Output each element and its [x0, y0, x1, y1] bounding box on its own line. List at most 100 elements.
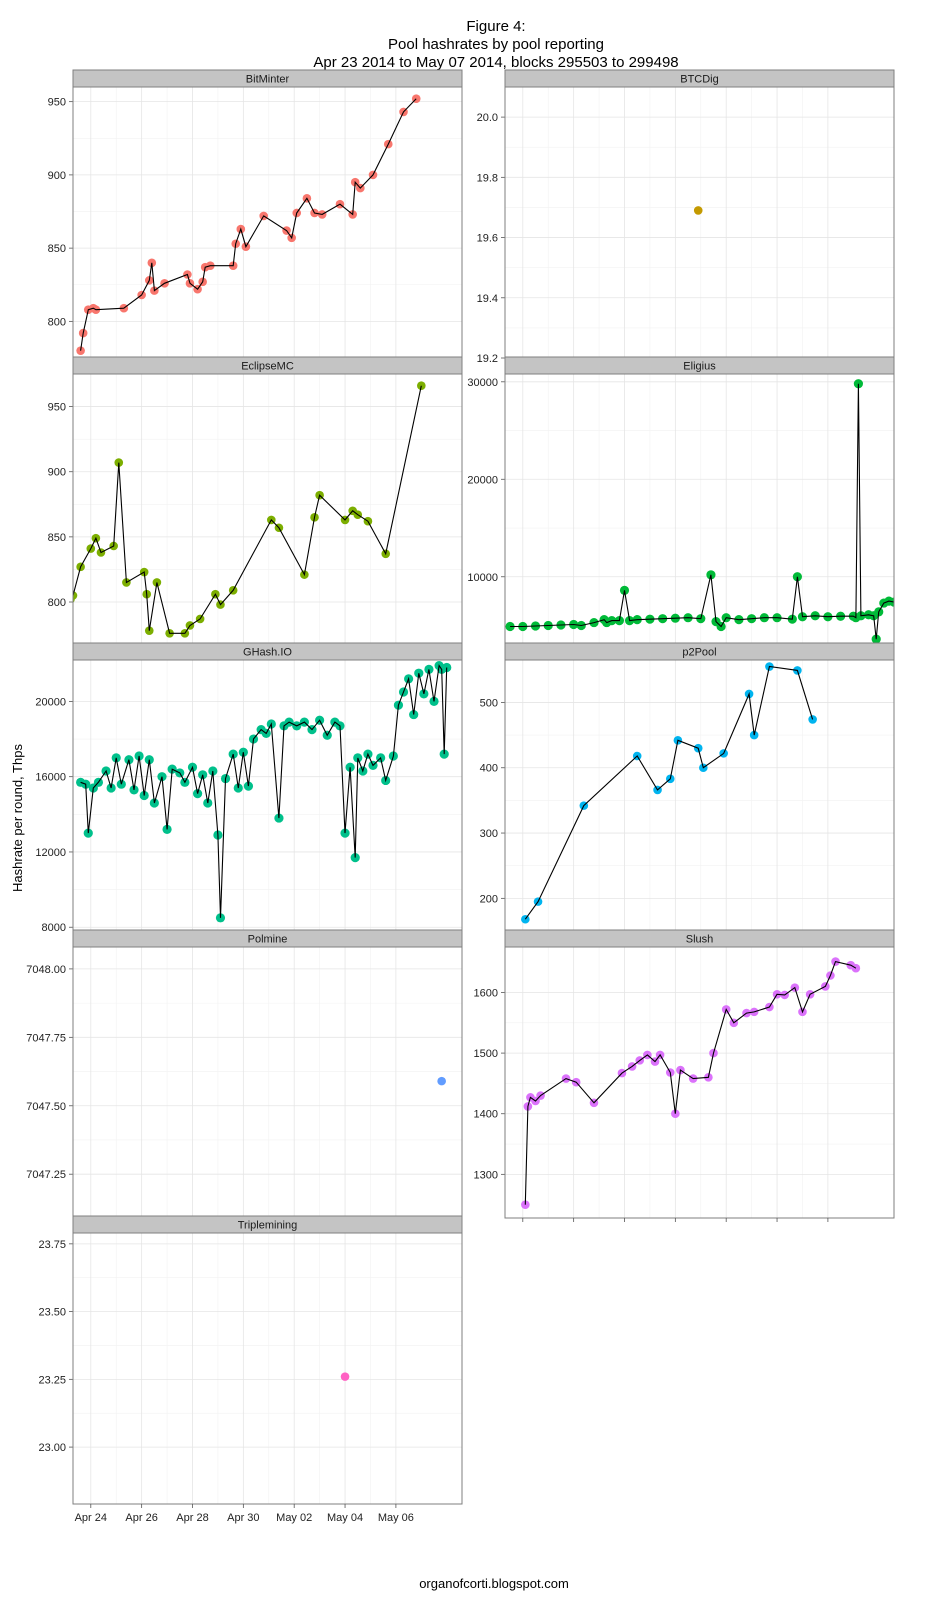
y-tick-label-eclipsemc: 800 — [48, 597, 66, 609]
strip-label-ghash-io: GHash.IO — [243, 647, 292, 659]
strip-label-eclipsemc: EclipseMC — [241, 361, 294, 373]
x-tick-label: May 02 — [276, 1512, 312, 1524]
y-tick-label-bitminter: 800 — [48, 316, 66, 328]
figure-title-line-2: Pool hashrates by pool reporting — [388, 36, 604, 53]
y-tick-label-eligius: 30000 — [467, 377, 498, 389]
data-layer-polmine — [437, 1076, 446, 1086]
y-tick-label-slush: 1300 — [474, 1169, 498, 1181]
strip-label-bitminter: BitMinter — [246, 74, 290, 86]
plot-area-slush — [505, 947, 894, 1218]
y-tick-label-ghash-io: 8000 — [42, 922, 66, 934]
series-line-ghash-io — [80, 664, 448, 918]
data-point-p2pool — [521, 914, 530, 924]
y-tick-label-btcdig: 19.4 — [477, 293, 498, 305]
data-point-eligius — [894, 596, 903, 605]
panel-p2pool: p2Pool 200 300 400 500 — [480, 642, 895, 935]
plot-area-btcdig — [505, 87, 894, 358]
y-tick-label-btcdig: 19.2 — [477, 353, 498, 365]
y-tick-label-p2pool: 200 — [480, 893, 498, 905]
panel-border-triplemining — [72, 1232, 463, 1505]
data-point-btcdig — [693, 206, 703, 215]
y-tick-label-polmine: 7047.75 — [26, 1032, 66, 1044]
plot-area-eligius — [505, 374, 894, 645]
y-tick-label-bitminter: 850 — [48, 243, 66, 255]
panel-triplemining: Triplemining 23.00 23.25 23.50 23.75 Apr 24 Ap… — [38, 1215, 463, 1524]
data-layer-eclipsemc — [73, 381, 426, 638]
plot-area-polmine — [73, 947, 462, 1218]
y-tick-label-triplemining: 23.25 — [38, 1374, 66, 1386]
panel-polmine: Polmine 7047.25 7047.50 7047.75 7048.00 — [26, 929, 463, 1222]
y-tick-label-triplemining: 23.75 — [38, 1239, 66, 1251]
strip-label-triplemining: Triplemining — [238, 1220, 298, 1232]
data-layer-eligius — [505, 379, 903, 644]
series-line-eligius — [510, 383, 894, 640]
panel-btcdig: BTCDig 19.2 19.4 19.6 19.8 20.0 — [477, 69, 895, 365]
y-tick-label-eclipsemc: 950 — [48, 402, 66, 414]
y-tick-label-eclipsemc: 850 — [48, 532, 66, 544]
y-tick-label-slush: 1600 — [474, 987, 498, 999]
y-tick-label-slush: 1500 — [474, 1048, 498, 1060]
series-line-eclipsemc — [73, 385, 422, 634]
plot-area-eclipsemc — [73, 374, 462, 645]
data-layer-triplemining — [340, 1372, 350, 1381]
x-tick-label: May 04 — [327, 1512, 363, 1524]
y-tick-label-p2pool: 400 — [480, 763, 498, 775]
y-tick-label-polmine: 7047.25 — [26, 1169, 66, 1181]
strip-label-btcdig: BTCDig — [680, 74, 719, 86]
panel-ghash-io: GHash.IO 8000 12000 16000 20000 — [35, 642, 463, 935]
x-tick-label: Apr 28 — [176, 1512, 208, 1524]
series-line-slush — [524, 960, 857, 1205]
data-point-polmine — [437, 1076, 446, 1086]
x-tick-label: Apr 26 — [125, 1512, 157, 1524]
y-tick-label-slush: 1400 — [474, 1109, 498, 1121]
strip-label-eligius: Eligius — [683, 361, 716, 373]
series-line-bitminter — [80, 98, 417, 351]
data-layer-ghash-io — [76, 661, 452, 923]
y-tick-label-eligius: 10000 — [467, 572, 498, 584]
plot-area-p2pool — [505, 660, 894, 931]
panel-bitminter: BitMinter 800 850 900 950 — [48, 69, 463, 362]
data-point-ghash-io — [340, 828, 350, 838]
data-layer-bitminter — [76, 94, 421, 355]
y-tick-label-ghash-io: 16000 — [35, 772, 66, 784]
y-tick-label-btcdig: 20.0 — [477, 112, 498, 124]
y-tick-label-eclipsemc: 900 — [48, 467, 66, 479]
strip-label-slush: Slush — [686, 934, 714, 946]
y-tick-label-p2pool: 500 — [480, 697, 498, 709]
y-tick-label-polmine: 7047.50 — [26, 1101, 66, 1113]
panel-eclipsemc: EclipseMC 800 850 900 950 — [48, 356, 463, 649]
y-tick-label-bitminter: 950 — [48, 97, 66, 109]
plot-area-bitminter — [73, 87, 462, 358]
panel-border-slush — [504, 946, 895, 1219]
y-tick-label-triplemining: 23.00 — [38, 1442, 66, 1454]
data-layer-btcdig — [693, 206, 703, 215]
strip-label-polmine: Polmine — [248, 934, 288, 946]
y-axis-title: Hashrate per round, Thps — [10, 744, 25, 892]
data-point-triplemining — [340, 1372, 350, 1381]
plot-area-ghash-io — [73, 660, 462, 931]
y-tick-label-ghash-io: 12000 — [35, 847, 66, 859]
figure-title-line-3: Apr 23 2014 to May 07 2014, blocks 29550… — [313, 54, 678, 71]
y-tick-label-ghash-io: 20000 — [35, 696, 66, 708]
y-tick-label-p2pool: 300 — [480, 828, 498, 840]
y-tick-label-polmine: 7048.00 — [26, 964, 66, 976]
data-point-eligius — [505, 621, 515, 632]
data-point-p2pool — [808, 715, 817, 724]
panel-slush: Slush 1300 1400 1500 1600 — [474, 929, 895, 1222]
y-tick-label-bitminter: 900 — [48, 170, 66, 182]
plot-area-triplemining — [73, 1233, 462, 1504]
data-layer-p2pool — [521, 662, 817, 924]
y-tick-label-btcdig: 19.8 — [477, 172, 498, 184]
x-tick-label: Apr 30 — [227, 1512, 259, 1524]
figure-title-line-1: Figure 4: — [466, 18, 525, 35]
strip-label-p2pool: p2Pool — [682, 647, 716, 659]
data-point-ghash-io — [215, 913, 226, 923]
x-tick-label: Apr 24 — [75, 1512, 107, 1524]
x-tick-label: May 06 — [378, 1512, 414, 1524]
data-layer-slush — [521, 957, 861, 1209]
facet-panels: BitMinter 800 850 900 950 BTCDig 19.2 19.4 19.6 1… — [26, 69, 903, 1524]
series-line-p2pool — [524, 665, 814, 920]
panel-eligius: Eligius 10000 20000 30000 — [467, 356, 903, 649]
y-tick-label-btcdig: 19.6 — [477, 233, 498, 245]
